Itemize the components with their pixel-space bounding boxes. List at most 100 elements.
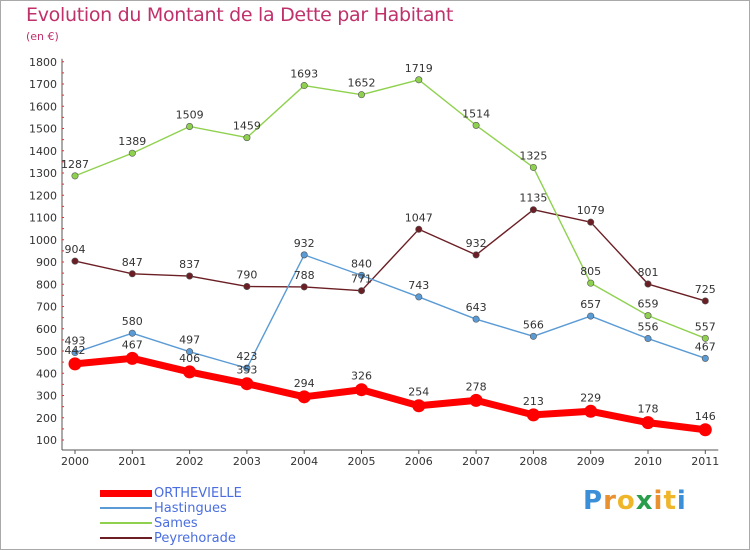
data-label: 178	[638, 403, 659, 416]
x-tick-label: 2002	[176, 455, 204, 468]
x-tick-label: 2009	[577, 455, 605, 468]
series-line-sames	[74, 79, 706, 340]
data-label: 1693	[290, 68, 318, 81]
data-label: 643	[466, 301, 487, 314]
data-label: 1719	[405, 62, 433, 75]
data-label: 580	[122, 315, 143, 328]
series-lines	[71, 79, 709, 434]
data-point	[415, 225, 423, 233]
x-tick-label: 2008	[519, 455, 547, 468]
y-tick-label: 1700	[29, 78, 57, 91]
logo-letter: x	[635, 486, 654, 516]
legend-swatch	[100, 507, 152, 509]
data-label: 294	[294, 377, 315, 390]
data-label: 556	[638, 321, 659, 334]
data-label: 743	[408, 279, 429, 292]
legend-label: Peyrehorade	[154, 531, 236, 546]
y-tick-label: 500	[36, 345, 57, 358]
x-tick-label: 2006	[405, 455, 433, 468]
data-label: 805	[580, 265, 601, 278]
series-line-peyrehorade	[74, 209, 706, 302]
data-point	[357, 271, 365, 279]
data-point	[644, 280, 652, 288]
data-point	[300, 251, 308, 259]
data-point	[243, 282, 251, 290]
data-label: 278	[466, 380, 487, 393]
data-label: 932	[466, 237, 487, 250]
data-label: 467	[122, 338, 143, 351]
data-label: 213	[523, 395, 544, 408]
data-point	[357, 287, 365, 295]
legend-label: ORTHEVIELLE	[154, 486, 242, 501]
data-label: 1509	[176, 108, 204, 121]
data-label: 1459	[233, 120, 261, 133]
y-tick-label: 1500	[29, 123, 57, 136]
series-line-orthevielle	[71, 354, 709, 434]
data-point	[71, 349, 79, 357]
data-label: 557	[695, 320, 716, 333]
logo-letter: r	[603, 486, 617, 516]
data-label: 1652	[348, 77, 376, 90]
data-label: 904	[65, 243, 86, 256]
data-label: 1389	[118, 135, 146, 148]
data-label: 254	[408, 386, 429, 399]
data-label: 1079	[577, 204, 605, 217]
data-point	[186, 272, 194, 280]
legend-item: Hastingues	[100, 501, 300, 516]
legend-swatch	[100, 537, 152, 539]
data-point	[644, 312, 652, 320]
data-label: 566	[523, 318, 544, 331]
y-tick-label: 1000	[29, 234, 57, 247]
data-label: 406	[179, 352, 200, 365]
legend-swatch	[100, 490, 152, 497]
data-label: 423	[236, 350, 257, 363]
data-point	[701, 354, 709, 362]
data-point	[701, 334, 709, 342]
data-label: 497	[179, 334, 200, 347]
y-tick-label: 1200	[29, 189, 57, 202]
data-point	[297, 390, 311, 404]
y-tick-label: 1800	[29, 56, 57, 69]
y-tick-label: 900	[36, 256, 57, 269]
x-tick-label: 2011	[691, 455, 719, 468]
data-point	[186, 348, 194, 356]
data-point	[71, 172, 79, 180]
data-point	[584, 404, 598, 418]
data-point	[529, 332, 537, 340]
data-point	[355, 383, 368, 397]
y-tick-label: 1100	[29, 212, 57, 225]
data-point	[641, 416, 655, 430]
data-label: 467	[695, 340, 716, 353]
data-labels: 904 847 837 790 788 771 1047 932 1135 1079 801 725 1…	[61, 62, 716, 423]
data-label: 1325	[519, 149, 547, 162]
x-tick-label: 2004	[290, 455, 318, 468]
data-label: 837	[179, 258, 200, 271]
legend-item: ORTHEVIELLE	[100, 486, 300, 501]
y-tick-label: 1600	[29, 100, 57, 113]
y-tick-label: 200	[36, 412, 57, 425]
x-tick-label: 2007	[462, 455, 490, 468]
data-point	[68, 357, 82, 371]
proxiti-logo: Proxiti	[583, 486, 687, 516]
y-tick-label: 400	[36, 367, 57, 380]
data-point	[587, 218, 595, 226]
data-point	[71, 257, 79, 265]
logo-letter: t	[663, 486, 677, 516]
x-tick-label: 2003	[233, 455, 261, 468]
data-point	[128, 270, 136, 278]
data-point	[701, 297, 709, 305]
data-point	[469, 393, 483, 407]
data-point	[415, 293, 423, 301]
data-point	[529, 206, 537, 214]
data-label: 659	[638, 298, 659, 311]
data-label: 771	[351, 273, 372, 286]
legend-swatch	[100, 522, 152, 524]
data-label: 1135	[519, 192, 547, 205]
y-tick-label: 1400	[29, 145, 57, 158]
data-label: 840	[351, 257, 372, 270]
legend-item: Peyrehorade	[100, 531, 300, 546]
data-point	[300, 82, 308, 90]
legend-item: Sames	[100, 516, 300, 531]
data-label: 790	[236, 268, 257, 281]
logo-letter: o	[616, 486, 636, 516]
